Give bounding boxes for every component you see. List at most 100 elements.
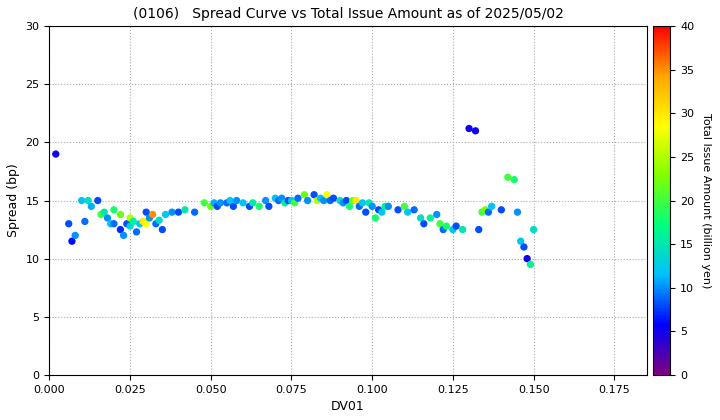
Point xyxy=(325,197,336,204)
X-axis label: DV01: DV01 xyxy=(331,400,365,413)
Point xyxy=(50,151,62,158)
Point xyxy=(369,215,381,221)
Point xyxy=(392,207,404,213)
Point xyxy=(153,217,165,223)
Point xyxy=(292,195,304,202)
Point xyxy=(441,223,452,229)
Point xyxy=(431,211,443,218)
Point xyxy=(263,203,274,210)
Point xyxy=(79,218,91,225)
Point xyxy=(114,226,126,233)
Point xyxy=(147,211,158,218)
Point xyxy=(212,203,223,210)
Point xyxy=(399,203,410,210)
Point xyxy=(95,211,107,218)
Point xyxy=(127,218,139,225)
Point xyxy=(99,209,110,215)
Point xyxy=(86,203,97,210)
Point xyxy=(299,192,310,198)
Point xyxy=(253,203,265,210)
Point xyxy=(451,223,462,229)
Point xyxy=(189,209,200,215)
Point xyxy=(379,203,391,210)
Point xyxy=(321,192,333,198)
Point xyxy=(260,197,271,204)
Point xyxy=(521,255,533,262)
Title: (0106)   Spread Curve vs Total Issue Amount as of 2025/05/02: (0106) Spread Curve vs Total Issue Amoun… xyxy=(132,7,564,21)
Point xyxy=(247,200,258,206)
Point xyxy=(482,209,494,215)
Point xyxy=(402,209,413,215)
Point xyxy=(328,195,339,202)
Point xyxy=(525,261,536,268)
Point xyxy=(114,211,126,218)
Point xyxy=(502,174,513,181)
Point xyxy=(486,203,498,210)
Point xyxy=(102,215,113,221)
Point xyxy=(273,197,284,204)
Point xyxy=(382,203,394,210)
Point xyxy=(356,200,368,206)
Point xyxy=(469,127,481,134)
Point xyxy=(121,220,132,227)
Point xyxy=(425,215,436,221)
Point xyxy=(334,197,346,204)
Point xyxy=(473,226,485,233)
Point xyxy=(63,220,74,227)
Point xyxy=(156,226,168,233)
Point xyxy=(225,197,236,204)
Point xyxy=(138,218,149,225)
Point xyxy=(354,203,365,210)
Point xyxy=(366,203,378,210)
Point xyxy=(269,195,281,202)
Point xyxy=(205,203,217,210)
Point xyxy=(228,203,239,210)
Y-axis label: Total Issue Amount (billion yen): Total Issue Amount (billion yen) xyxy=(701,113,711,288)
Point xyxy=(480,207,491,213)
Point xyxy=(276,195,287,202)
Point xyxy=(173,209,184,215)
Point xyxy=(456,226,468,233)
Point xyxy=(179,207,191,213)
Point xyxy=(82,197,94,204)
Point xyxy=(108,207,120,213)
Point xyxy=(495,207,507,213)
Point xyxy=(302,197,313,204)
Point xyxy=(108,220,120,227)
Point xyxy=(508,176,520,183)
Point xyxy=(408,207,420,213)
Point xyxy=(434,220,446,227)
Point xyxy=(376,209,387,215)
Point xyxy=(231,197,243,204)
Point xyxy=(308,192,320,198)
Point xyxy=(438,226,449,233)
Point xyxy=(150,220,162,227)
Point xyxy=(463,125,474,132)
Point xyxy=(125,223,136,229)
Point xyxy=(418,220,430,227)
Point xyxy=(140,209,152,215)
Point xyxy=(244,203,256,210)
Point xyxy=(286,197,297,204)
Point xyxy=(351,197,362,204)
Point xyxy=(160,211,171,218)
Point xyxy=(238,200,249,206)
Point xyxy=(282,197,294,204)
Point xyxy=(318,197,330,204)
Point xyxy=(415,215,426,221)
Point xyxy=(208,200,220,206)
Point xyxy=(66,238,78,244)
Point xyxy=(512,209,523,215)
Point xyxy=(279,200,291,206)
Point xyxy=(476,209,487,215)
Y-axis label: Spread (bp): Spread (bp) xyxy=(7,164,20,237)
Point xyxy=(315,195,326,202)
Point xyxy=(341,197,352,204)
Point xyxy=(221,200,233,206)
Point xyxy=(373,207,384,213)
Point xyxy=(360,209,372,215)
Point xyxy=(166,209,178,215)
Point xyxy=(338,200,349,206)
Point xyxy=(131,228,143,235)
Point xyxy=(92,197,104,204)
